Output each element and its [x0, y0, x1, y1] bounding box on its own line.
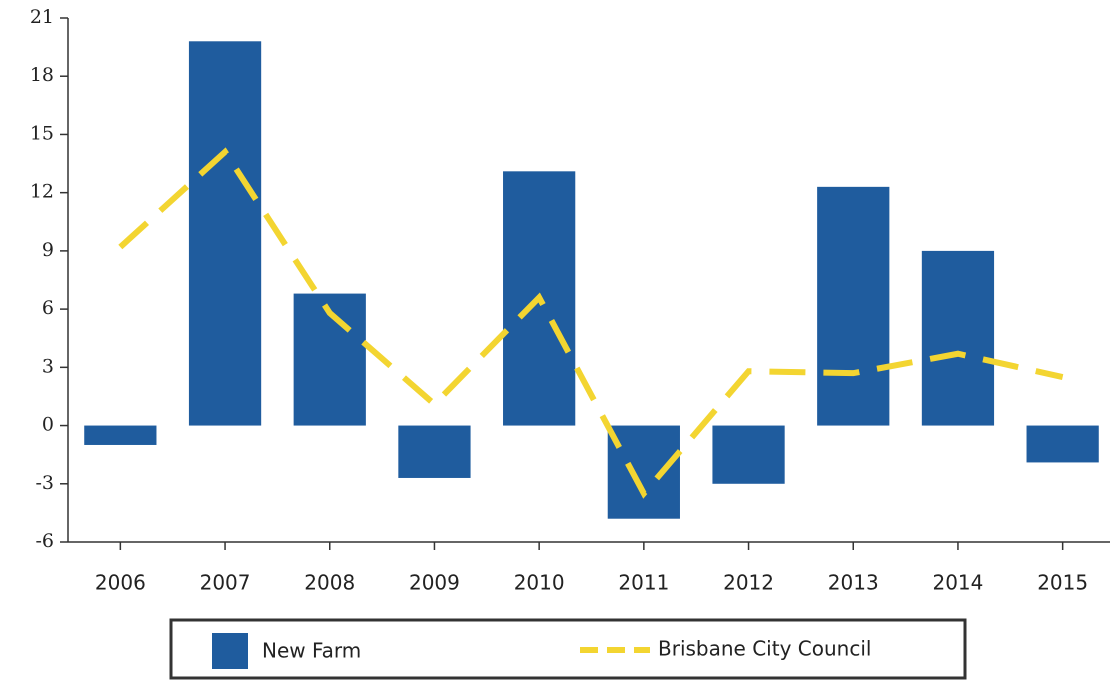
y-tick-label: 6: [42, 297, 54, 319]
legend-box: [169, 618, 967, 680]
x-tick-label: 2008: [304, 571, 355, 595]
x-tick-label: 2009: [409, 571, 460, 595]
bar: [398, 425, 471, 478]
y-tick-label: 12: [30, 181, 54, 203]
bar: [921, 250, 995, 426]
line: [118, 147, 1064, 499]
x-tick-label: 2013: [828, 571, 879, 595]
x-tick-label: 2006: [95, 571, 146, 595]
x-tick-label: 2014: [932, 571, 983, 595]
y-tick-label: 21: [30, 6, 54, 28]
x-tick-label: 2007: [200, 571, 251, 595]
y-tick-label: 9: [42, 239, 54, 261]
y-tick-label: 3: [42, 355, 54, 377]
legend-label: New Farm: [262, 639, 361, 663]
x-tick-label: 2012: [723, 571, 774, 595]
bar: [607, 425, 680, 519]
bar: [1026, 425, 1099, 463]
x-tick-label: 2015: [1037, 571, 1088, 595]
bar: [712, 425, 785, 484]
bar: [188, 41, 262, 426]
y-tick-label: -3: [35, 472, 54, 494]
x-tick-label: 2010: [514, 571, 565, 595]
bar: [817, 186, 890, 426]
y-tick-label: 0: [42, 414, 54, 436]
y-tick-label: 18: [30, 64, 54, 86]
y-tick-label: 15: [30, 122, 54, 144]
y-tick-label: -6: [35, 530, 54, 552]
bar: [84, 425, 157, 445]
x-tick-label: 2011: [618, 571, 669, 595]
legend-swatch: [212, 633, 248, 669]
legend-label: Brisbane City Council: [658, 637, 871, 661]
